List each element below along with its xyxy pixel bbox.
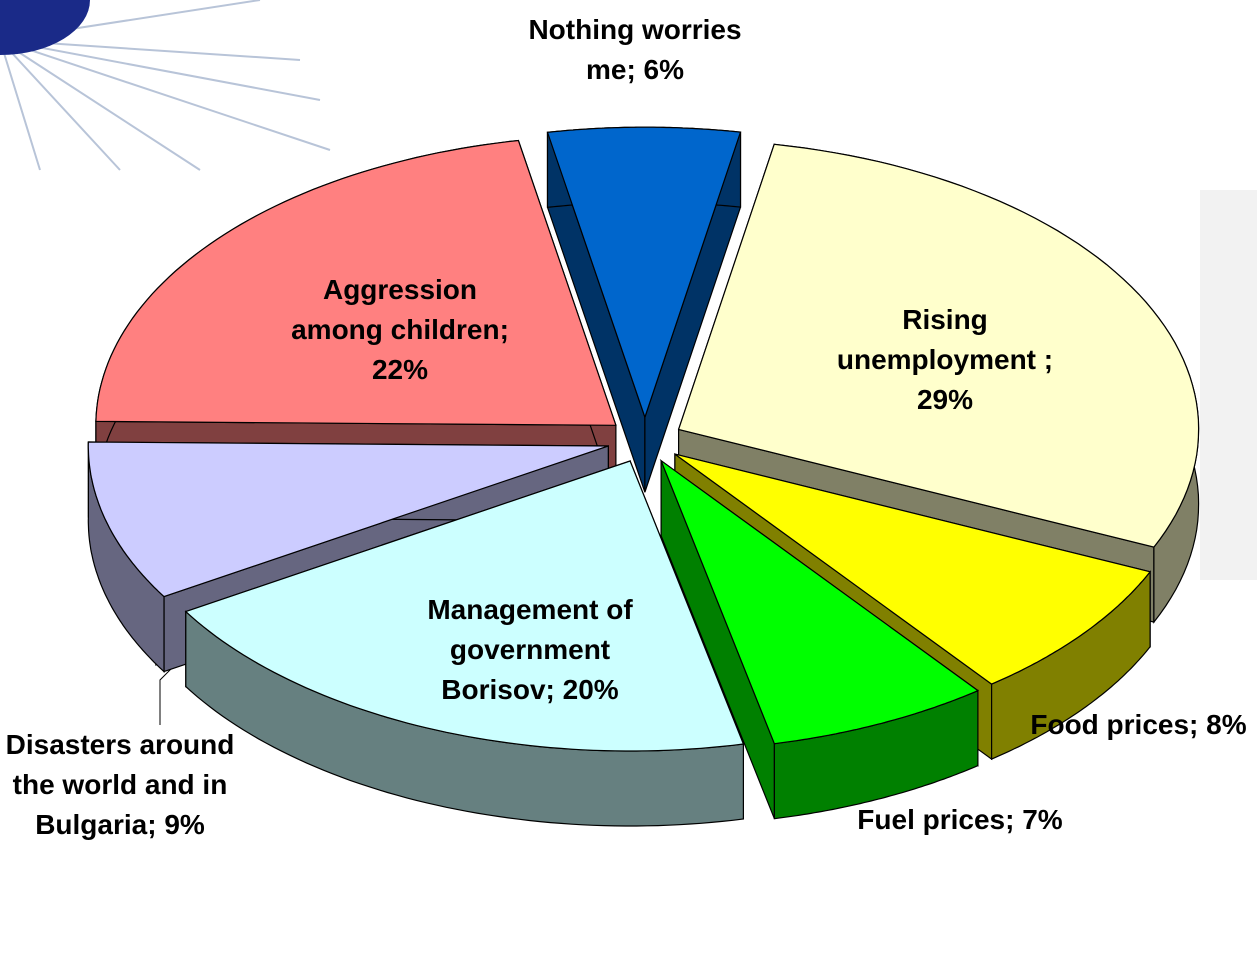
slice-top xyxy=(674,453,1152,685)
slice-top xyxy=(546,126,742,420)
slice xyxy=(546,126,742,493)
data-label: Food prices; 8% xyxy=(1030,709,1247,740)
data-label: Fuel prices; 7% xyxy=(857,804,1063,835)
slice-top xyxy=(87,441,609,598)
logo-decoration xyxy=(0,0,331,171)
slice-top xyxy=(95,139,617,426)
background-panel xyxy=(1200,190,1257,580)
slice-top xyxy=(677,143,1200,548)
data-label: Nothing worries me; 6% xyxy=(528,14,742,85)
slice xyxy=(659,458,980,820)
data-label: Rising unemployment ; 29% xyxy=(836,304,1054,415)
data-label: Aggression among children; 22% xyxy=(291,274,509,385)
slice xyxy=(184,460,745,827)
slice-top xyxy=(659,458,980,745)
data-label: Management of government Borisov; 20% xyxy=(427,594,633,705)
slice-top xyxy=(184,460,745,752)
leader-line xyxy=(155,664,177,725)
data-label: Disasters around the world and in Bulgar… xyxy=(5,729,235,840)
